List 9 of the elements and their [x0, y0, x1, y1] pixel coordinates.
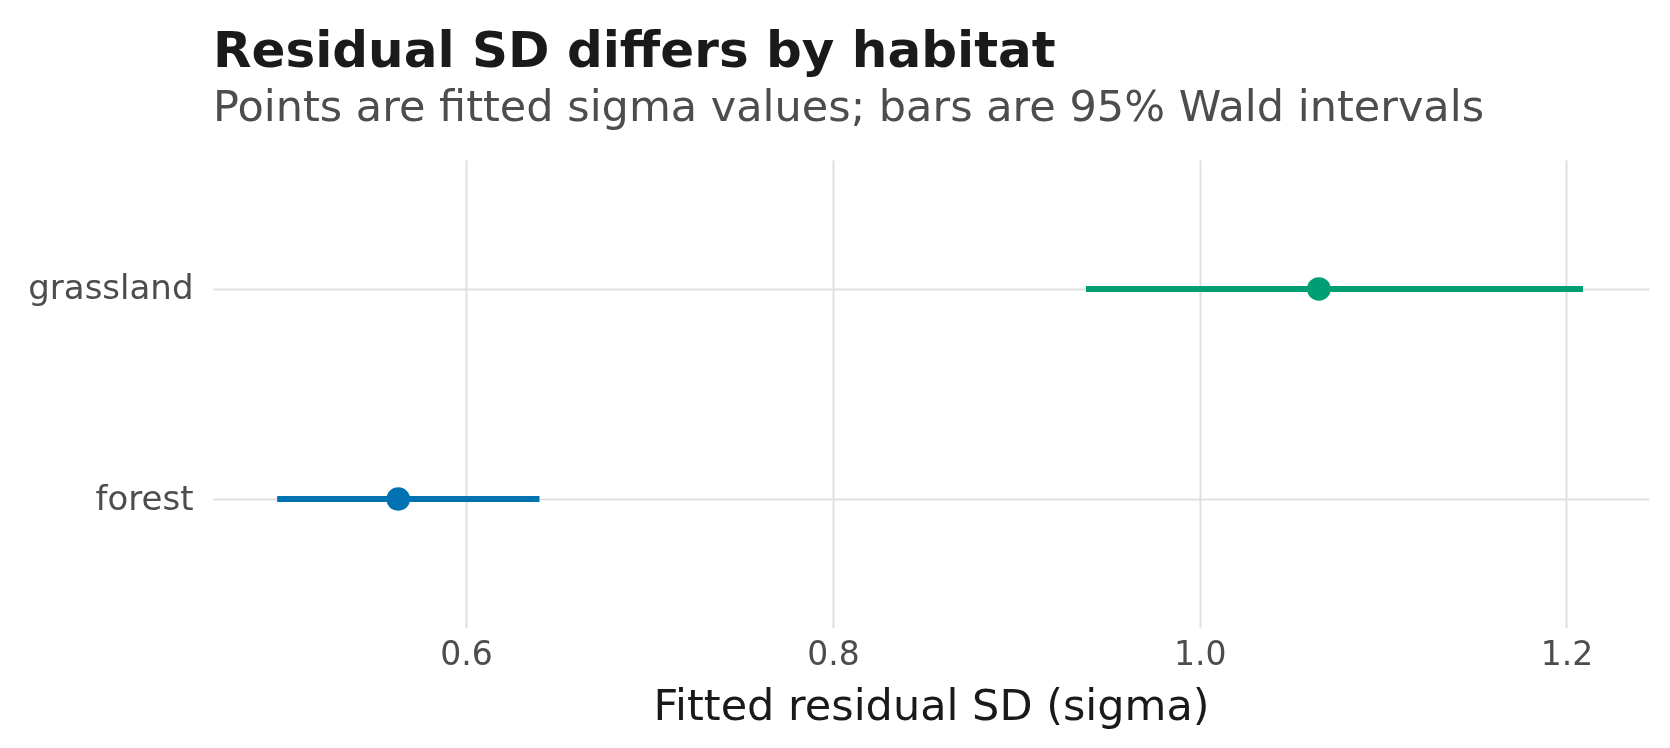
x-tick-label: 0.6: [440, 633, 493, 673]
x-tick-label: 1.2: [1540, 633, 1594, 673]
x-tick-label: 1.0: [1173, 633, 1227, 673]
y-tick-label: grassland: [28, 267, 194, 308]
x-axis-title: Fitted residual SD (sigma): [653, 679, 1210, 730]
x-tick-label: 0.8: [807, 633, 860, 673]
y-tick-label: forest: [95, 477, 194, 518]
chart-subtitle: Points are fitted sigma values; bars are 95% Wald intervals: [213, 81, 1485, 131]
chart-title: Residual SD differs by habitat: [213, 21, 1056, 79]
